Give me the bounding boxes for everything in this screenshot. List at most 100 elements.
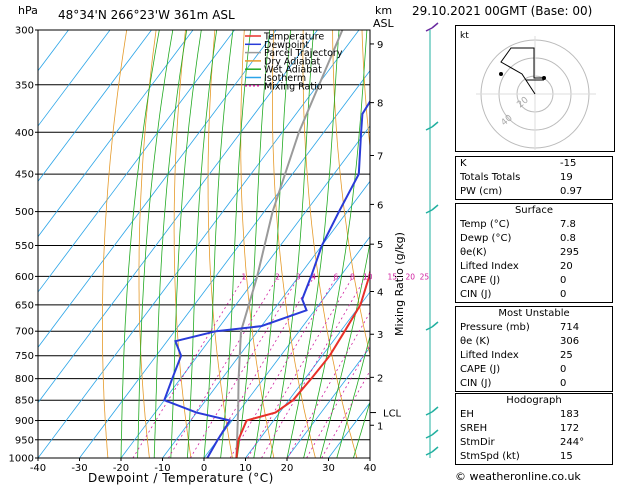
wet-adiabat (236, 30, 271, 458)
dry-adiabat (102, 30, 128, 458)
plot-frame (37, 29, 371, 459)
km-tick-label: 9 (377, 40, 383, 51)
dry-adiabat (272, 30, 316, 458)
hodo-label: SREH (460, 423, 488, 434)
isotherm (38, 30, 194, 238)
surface-label: Temp (°C) (460, 219, 510, 230)
surface-label: Lifted Index (460, 261, 519, 272)
unstable-label: Pressure (mb) (460, 322, 530, 333)
surface-value: 295 (560, 247, 580, 258)
mixing-ratio-label: 15 (388, 272, 398, 281)
index-label: PW (cm) (460, 186, 503, 197)
pressure-tick-label: 600 (15, 272, 34, 283)
legend-label: Isotherm (264, 73, 306, 84)
asl-label: ASL (373, 17, 394, 30)
wet-adiabat (170, 30, 202, 458)
index-label: Totals Totals (460, 172, 521, 183)
wet-adiabat (137, 30, 174, 458)
mixing-ratio-line (247, 276, 354, 458)
km-tick-label: 8 (377, 99, 383, 110)
dry-adiabat (173, 30, 192, 458)
wind-barbs (425, 22, 439, 458)
x-tick-label: 40 (364, 463, 377, 474)
isotherm (120, 125, 370, 458)
x-axis-label: Dewpoint / Temperature (°C) (88, 471, 274, 485)
surface-label: θe(K) (460, 247, 487, 258)
wind-barb (431, 121, 439, 128)
x-tick-label: -40 (30, 463, 46, 474)
unstable-label: CAPE (J) (460, 364, 501, 375)
pressure-tick-label: 900 (15, 416, 34, 427)
isotherm (38, 30, 360, 458)
legend-label: Parcel Trajectory (264, 48, 343, 59)
mixing-ratio-label: 20 (405, 272, 415, 281)
index-value: -15 (560, 158, 577, 169)
mixing-ratio-label: 6 (334, 272, 339, 281)
x-tick-label: -20 (113, 463, 129, 474)
hodo-value: 244° (560, 437, 585, 448)
wet-adiabat (286, 30, 340, 458)
mixing-ratio-label: 25 (420, 272, 430, 281)
pressure-tick-label: 700 (15, 327, 34, 338)
unstable-value: 714 (560, 322, 580, 333)
wet-adiabat (353, 400, 370, 458)
wet-adiabat (253, 30, 291, 458)
km-tick-label: 3 (377, 330, 383, 341)
hodo-value: 15 (560, 451, 573, 462)
isotherm (38, 30, 235, 293)
mixing-ratio-label: 10 (363, 272, 373, 281)
wind-barb (431, 446, 439, 453)
unstable-table: Most Unstable Pressure (mb) 714 θe (K) 306… (455, 306, 613, 392)
x-tick-label: 0 (201, 463, 207, 474)
wind-barb (425, 411, 433, 416)
pressure-tick-label: 450 (15, 170, 34, 181)
isotherm (38, 30, 111, 127)
hodograph-table: Hodograph EH 183 SREH 172 StmDir 244° StmSp… (455, 393, 613, 465)
hodo-value: 183 (560, 409, 580, 420)
unstable-value: 25 (560, 350, 573, 361)
x-tick-label: 20 (281, 463, 294, 474)
pressure-tick-label: 500 (15, 207, 34, 218)
x-tick-label: 30 (322, 463, 335, 474)
hodograph: kt 20 40 (455, 25, 615, 152)
unstable-value: 0 (560, 364, 567, 375)
copyright: © weatheronline.co.uk (455, 470, 581, 483)
parcel-trajectory-line (235, 30, 344, 458)
wet-adiabat (220, 30, 251, 458)
pressure-tick-label: 550 (15, 241, 34, 252)
index-value: 0.97 (560, 186, 583, 197)
surface-table: Surface Temp (°C) 7.8 Dewp (°C) 0.8 θe(K) 2… (455, 203, 613, 303)
wind-barb (431, 429, 439, 436)
lcl-label: LCL (383, 409, 402, 420)
mixing-ratio-line (190, 276, 300, 458)
pressure-tick-label: 650 (15, 300, 34, 311)
pressure-tick-label: 300 (15, 26, 34, 37)
index-label: K (460, 158, 467, 169)
hodo-value: 172 (560, 423, 580, 434)
wet-adiabat (203, 30, 234, 458)
pressure-tick-label: 750 (15, 351, 34, 362)
unstable-label: Lifted Index (460, 350, 519, 361)
wind-barb (431, 22, 439, 29)
dry-adiabat (302, 30, 358, 458)
pressure-tick-label: 1000 (9, 454, 34, 465)
legend-label: Temperature (263, 32, 324, 43)
x-tick-label: 10 (239, 463, 252, 474)
pressure-tick-label: 950 (15, 435, 34, 446)
wet-adiabat (319, 240, 370, 458)
wet-adiabat (120, 30, 160, 458)
hodograph-title: Hodograph (506, 395, 562, 406)
dry-adiabat (138, 30, 157, 458)
legend-label: Mixing Ratio (264, 81, 323, 92)
hpa-label: hPa (18, 4, 38, 17)
surface-value: 0.8 (560, 233, 576, 244)
isotherm (79, 70, 370, 458)
km-tick-label: 7 (377, 151, 383, 162)
indices-table: K -15 Totals Totals 19 PW (cm) 0.97 (455, 156, 613, 200)
legend-label: Wet Adiabat (264, 65, 322, 76)
surface-value: 0 (560, 289, 567, 300)
wet-adiabat (153, 30, 188, 458)
surface-label: Dewp (°C) (460, 233, 512, 244)
